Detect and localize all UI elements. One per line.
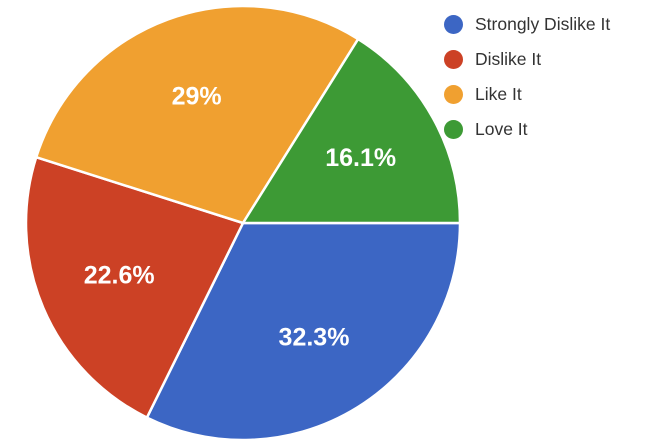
- legend-swatch-icon: [444, 120, 463, 139]
- pie-labels: 32.3% 22.6% 29% 16.1%: [84, 83, 396, 352]
- slice-percent-label: 29%: [172, 83, 222, 111]
- legend-label: Love It: [475, 119, 528, 139]
- slice-percent-label: 22.6%: [84, 262, 155, 290]
- pie-slices: [24, 4, 462, 442]
- pie-slice-strongly-dislike-it[interactable]: [145, 221, 462, 442]
- legend-label: Strongly Dislike It: [475, 14, 611, 34]
- legend-item-dislike-it[interactable]: Dislike It: [444, 42, 610, 77]
- legend-label: Dislike It: [475, 49, 542, 69]
- legend-swatch-icon: [444, 50, 463, 69]
- pie-slice-like-it[interactable]: [34, 4, 360, 225]
- legend-item-strongly-dislike-it[interactable]: Strongly Dislike It: [444, 7, 610, 42]
- legend-swatch-icon: [444, 15, 463, 34]
- pie-slice-love-it[interactable]: [240, 37, 462, 225]
- legend-swatch-icon: [444, 85, 463, 104]
- legend-label: Like It: [475, 84, 522, 104]
- slice-percent-label: 32.3%: [279, 323, 350, 351]
- pie-slice-dislike-it[interactable]: [24, 155, 245, 420]
- legend-item-like-it[interactable]: Like It: [444, 77, 610, 112]
- slice-percent-label: 16.1%: [325, 144, 396, 172]
- legend: Strongly Dislike It Dislike It Like It L…: [444, 7, 610, 147]
- legend-item-love-it[interactable]: Love It: [444, 112, 610, 147]
